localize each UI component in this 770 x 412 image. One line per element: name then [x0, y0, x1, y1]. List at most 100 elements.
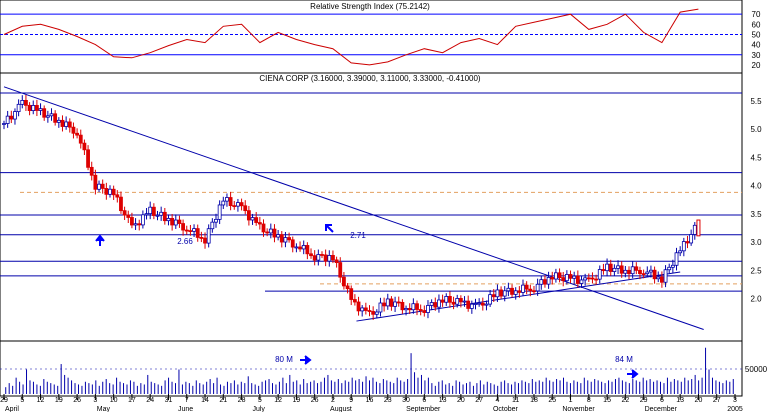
candle-body — [312, 255, 317, 261]
candle-body — [579, 279, 584, 284]
candle-body — [294, 246, 299, 249]
x-tick-label: 10 — [110, 397, 118, 404]
x-tick-label: 6 — [660, 397, 664, 404]
candle-body — [634, 266, 639, 271]
candle-body — [656, 276, 661, 280]
candle-body — [480, 302, 485, 306]
x-tick-label: 20 — [457, 397, 465, 404]
candle-body — [623, 269, 628, 274]
candle-body — [2, 123, 6, 125]
candle-body — [323, 254, 328, 262]
candle-body — [352, 299, 357, 303]
price-tick-label: 3.0 — [750, 238, 762, 247]
candle-body — [396, 301, 401, 304]
candle-body — [173, 219, 178, 226]
rsi-line — [3, 8, 699, 66]
volume-tick-label: 50000 — [745, 365, 768, 374]
rsi-tick-label: 30 — [752, 51, 761, 60]
x-tick-label: 18 — [530, 397, 538, 404]
candle-body — [82, 142, 87, 151]
candle-body — [488, 294, 493, 305]
candle-body — [151, 206, 156, 216]
candle-body — [78, 134, 83, 144]
candle-body — [605, 263, 609, 272]
volume-label-84m: 84 M — [615, 355, 633, 364]
candle-body — [513, 290, 518, 295]
candle-body — [243, 205, 248, 212]
candle-body — [356, 301, 361, 312]
support-label-266: 2.66 — [177, 237, 193, 246]
candle-body — [27, 104, 32, 112]
price-panel — [0, 72, 743, 342]
candle-body — [60, 119, 65, 127]
candle-body — [159, 211, 164, 216]
candle-body — [382, 302, 387, 307]
rsi-layer — [0, 8, 742, 66]
x-tick-label: 29 — [0, 397, 8, 404]
candle-body — [692, 224, 697, 235]
candle-body — [437, 299, 441, 308]
candle-body — [499, 289, 503, 297]
right-arrow-icon — [627, 369, 639, 379]
candle-body — [616, 265, 620, 269]
x-month-label: September — [406, 406, 441, 412]
candle-body — [444, 296, 449, 303]
candle-body — [638, 269, 642, 275]
candle-body — [192, 228, 196, 232]
support-label-271: 2.71 — [350, 231, 366, 240]
candle-body — [594, 278, 599, 281]
candle-body — [115, 194, 120, 198]
rsi-title: Relative Strength Index (75.2142) — [310, 2, 430, 11]
candle-body — [670, 264, 675, 268]
candle-body — [316, 254, 321, 261]
x-tick-label: 24 — [146, 397, 154, 404]
candle-body — [561, 277, 566, 282]
rsi-tick-label: 40 — [752, 41, 761, 50]
candle-body — [133, 223, 138, 226]
candle-body — [550, 277, 555, 280]
candle-body — [685, 241, 690, 244]
candle-body — [203, 237, 207, 244]
candle-body — [287, 237, 291, 241]
price-tick-label: 2.5 — [750, 266, 762, 275]
candle-body — [122, 210, 127, 216]
candle-body — [696, 219, 701, 237]
candle-body — [448, 296, 452, 303]
x-tick-label: 19 — [293, 397, 301, 404]
candle-body — [290, 239, 295, 248]
candle-body — [206, 228, 211, 244]
candle-body — [528, 288, 533, 292]
candle-body — [630, 266, 635, 275]
candle-body — [31, 105, 36, 112]
price-tick-label: 4.0 — [750, 182, 762, 191]
candle-body — [678, 250, 683, 254]
candle-body — [539, 279, 544, 285]
candle-body — [469, 303, 474, 309]
candle-body — [331, 255, 335, 261]
candle-body — [232, 205, 237, 208]
x-tick-label: 5 — [20, 397, 24, 404]
x-tick-label: 20 — [695, 397, 703, 404]
x-tick-label: 6 — [422, 397, 426, 404]
candle-body — [75, 132, 79, 136]
price-title: CIENA CORP (3.16000, 3.39000, 3.11000, 3… — [259, 74, 481, 83]
candle-body — [20, 99, 25, 105]
rsi-tick-label: 20 — [752, 61, 761, 70]
candle-body — [586, 277, 591, 280]
candle-body — [89, 166, 94, 176]
candle-body — [506, 287, 511, 292]
candle-body — [42, 108, 47, 118]
candle-body — [126, 214, 131, 218]
rsi-tick-label: 70 — [752, 10, 761, 19]
candle-body — [433, 302, 438, 308]
candle-body — [426, 305, 430, 313]
x-month-label: November — [562, 406, 595, 412]
x-tick-label: 27 — [713, 397, 721, 404]
candle-body — [24, 99, 28, 106]
candle-body — [210, 221, 215, 230]
x-tick-label: 2 — [331, 397, 335, 404]
x-month-label: 2005 — [727, 406, 743, 412]
candle-body — [279, 234, 284, 243]
x-tick-label: 25 — [548, 397, 556, 404]
candle-body — [119, 196, 123, 212]
